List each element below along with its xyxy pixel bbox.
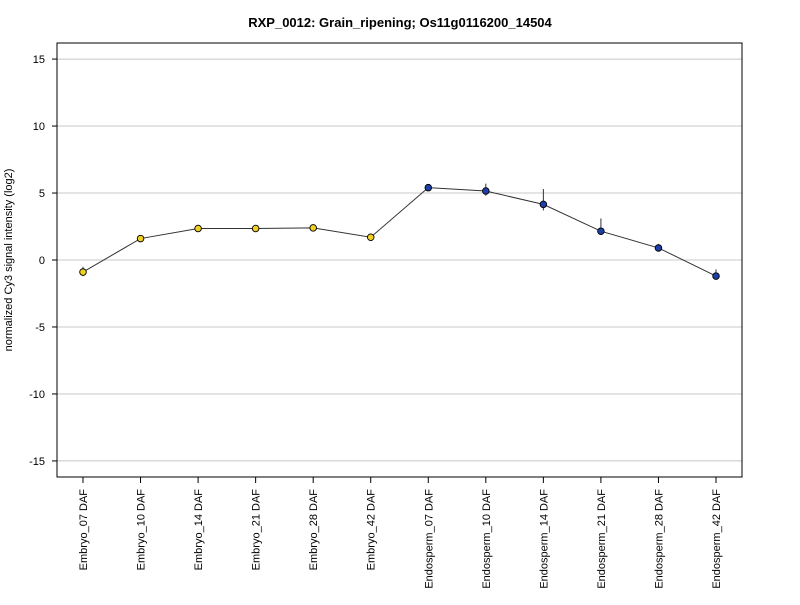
x-tick-label: Endosperm_07 DAF — [423, 489, 435, 589]
y-tick-label: 0 — [39, 255, 45, 267]
x-tick-label: Endosperm_14 DAF — [538, 489, 550, 589]
x-tick-label: Endosperm_28 DAF — [653, 489, 665, 589]
y-tick-label: -10 — [29, 389, 45, 401]
data-point — [424, 183, 433, 192]
data-point — [136, 234, 145, 243]
x-tick-label: Embryo_10 DAF — [136, 489, 148, 571]
x-tick-label: Embryo_14 DAF — [193, 489, 205, 571]
series-line — [82, 187, 717, 277]
data-point — [712, 272, 720, 280]
data-point — [309, 224, 317, 232]
data-point — [366, 233, 375, 241]
grid-lines — [57, 58, 742, 462]
data-point — [539, 200, 548, 209]
data-point — [597, 227, 605, 235]
x-tick-label: Embryo_21 DAF — [251, 489, 263, 571]
data-point — [654, 244, 663, 252]
x-tick-label: Endosperm_10 DAF — [481, 489, 493, 589]
axes: -15 -10 -5 0 5 10 15 Embryo_07 DAF Embryo_10 DAF… — [29, 54, 723, 589]
chart-title: RXP_0012: Grain_ripening; Os11g0116200_1… — [248, 15, 552, 30]
y-tick-label: -5 — [35, 322, 45, 334]
plot-frame — [56, 42, 743, 478]
data-point — [79, 268, 87, 276]
y-tick-label: -15 — [29, 456, 45, 468]
x-tick-label: Embryo_42 DAF — [366, 489, 378, 571]
x-tick-label: Endosperm_21 DAF — [596, 489, 608, 589]
x-tick-label: Endosperm_42 DAF — [711, 489, 723, 589]
y-tick-label: 15 — [33, 54, 45, 66]
x-tick-label: Embryo_07 DAF — [78, 489, 90, 571]
data-point — [251, 224, 260, 233]
y-tick-label: 10 — [33, 121, 45, 133]
y-axis-label: normalized Cy3 signal intensity (log2) — [3, 169, 15, 352]
data-point — [482, 187, 490, 195]
data-point — [194, 224, 202, 233]
series — [79, 183, 720, 280]
y-tick-label: 5 — [39, 188, 45, 200]
x-tick-label: Embryo_28 DAF — [308, 489, 320, 571]
